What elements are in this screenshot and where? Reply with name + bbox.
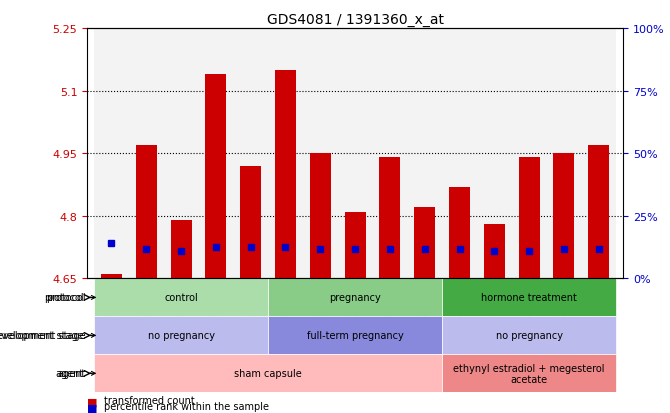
Bar (101, 275, 122, 279)
Text: ethynyl estradiol + megesterol
acetate: ethynyl estradiol + megesterol acetate (454, 363, 605, 384)
Bar (553, 154, 574, 279)
FancyBboxPatch shape (94, 279, 268, 317)
Bar (407, 29, 442, 279)
FancyBboxPatch shape (442, 279, 616, 317)
FancyBboxPatch shape (268, 317, 442, 354)
Bar (512, 29, 547, 279)
Bar (519, 158, 539, 279)
Text: full-term pregnancy: full-term pregnancy (307, 330, 403, 341)
Bar (310, 154, 331, 279)
Title: GDS4081 / 1391360_x_at: GDS4081 / 1391360_x_at (267, 12, 444, 26)
Text: ■: ■ (87, 403, 98, 413)
Text: agent: agent (56, 368, 84, 378)
Text: protocol: protocol (44, 293, 84, 303)
Bar (344, 212, 366, 279)
Bar (442, 29, 477, 279)
Text: pregnancy: pregnancy (329, 293, 381, 303)
Bar (373, 29, 407, 279)
Bar (268, 29, 303, 279)
Bar (233, 29, 268, 279)
FancyBboxPatch shape (94, 317, 268, 354)
Bar (547, 29, 582, 279)
Text: percentile rank within the sample: percentile rank within the sample (104, 401, 269, 411)
Bar (94, 29, 129, 279)
Text: no pregnancy: no pregnancy (496, 330, 563, 341)
Bar (136, 145, 157, 279)
Text: transformed count: transformed count (104, 395, 194, 405)
Text: development stage: development stage (0, 330, 84, 341)
Bar (379, 158, 401, 279)
Text: agent: agent (57, 368, 95, 378)
Text: protocol: protocol (46, 293, 95, 303)
Bar (484, 225, 505, 279)
Bar (129, 29, 163, 279)
Bar (275, 71, 296, 279)
Text: hormone treatment: hormone treatment (481, 293, 577, 303)
Text: no pregnancy: no pregnancy (147, 330, 214, 341)
FancyBboxPatch shape (94, 354, 442, 392)
Bar (303, 29, 338, 279)
FancyBboxPatch shape (442, 354, 616, 392)
Bar (414, 208, 435, 279)
Bar (449, 187, 470, 279)
Text: control: control (164, 293, 198, 303)
Bar (171, 221, 192, 279)
Bar (477, 29, 512, 279)
FancyBboxPatch shape (268, 279, 442, 317)
Text: development stage: development stage (0, 330, 95, 341)
Bar (206, 75, 226, 279)
Bar (163, 29, 198, 279)
Text: sham capsule: sham capsule (234, 368, 302, 378)
Bar (338, 29, 373, 279)
Bar (588, 145, 609, 279)
FancyBboxPatch shape (442, 317, 616, 354)
Bar (241, 166, 261, 279)
Bar (198, 29, 233, 279)
Text: ■: ■ (87, 397, 98, 407)
Bar (582, 29, 616, 279)
